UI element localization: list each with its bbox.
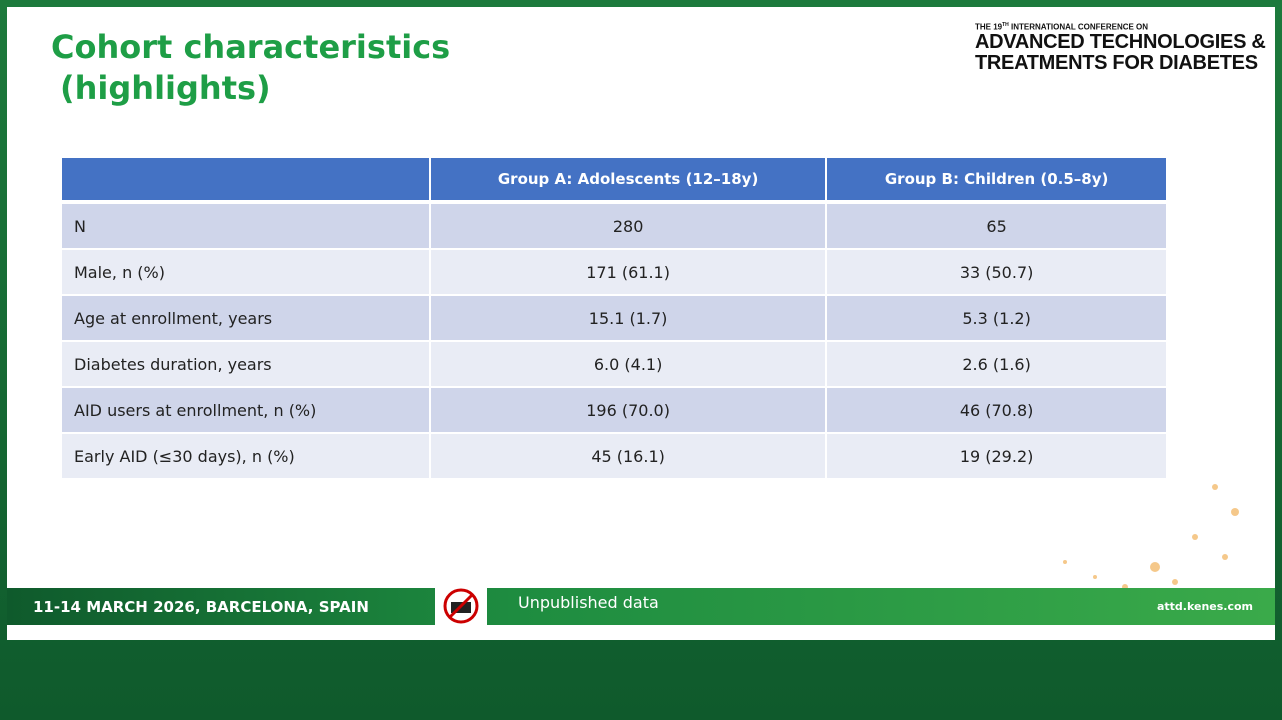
table-row: Early AID (≤30 days), n (%) 45 (16.1) 19 (…	[62, 433, 1168, 480]
header-cell: Group A: Adolescents (12–18y)	[430, 158, 828, 204]
table-cell: 6.0 (4.1)	[430, 341, 828, 388]
footer-url: attd.kenes.com	[1156, 600, 1253, 613]
footer-dates: 11-14 MARCH 2026, BARCELONA, SPAIN	[33, 598, 369, 616]
conference-line: ADVANCED TECHNOLOGIES &	[975, 30, 1266, 53]
table-row: N 280 65	[62, 202, 1168, 250]
text: THE 19	[975, 22, 1003, 32]
table-row: Diabetes duration, years 6.0 (4.1) 2.6 (1.…	[62, 341, 1168, 388]
footer-note: Unpublished data	[518, 593, 659, 612]
slide-title: Cohort characteristics (highlights)	[51, 27, 450, 109]
title-line: Cohort characteristics	[51, 28, 451, 66]
conference-line: THE 19TH INTERNATIONAL CONFERENCE ON	[975, 22, 1266, 32]
table-cell: 171 (61.1)	[430, 249, 828, 296]
table-cell: Male, n (%)	[62, 249, 431, 296]
table: Group A: Adolescents (12–18y) Group B: Ch…	[62, 158, 1168, 480]
text: INTERNATIONAL CONFERENCE ON	[1008, 22, 1149, 32]
table-cell: 280	[430, 202, 828, 250]
table-row: Age at enrollment, years 15.1 (1.7) 5.3 (1…	[62, 295, 1168, 342]
table-row: AID users at enrollment, n (%) 196 (70.0)…	[62, 387, 1168, 434]
table-cell: 2.6 (1.6)	[826, 341, 1168, 388]
table-cell: Early AID (≤30 days), n (%)	[62, 433, 431, 480]
table-cell: Diabetes duration, years	[62, 341, 431, 388]
header-row: Group A: Adolescents (12–18y) Group B: Ch…	[62, 158, 1168, 204]
table-cell: Age at enrollment, years	[62, 295, 431, 342]
text: TH	[1002, 22, 1009, 28]
no-photo-icon	[435, 585, 487, 627]
table-cell: 15.1 (1.7)	[430, 295, 828, 342]
decoration	[1063, 484, 1239, 590]
table-cell: AID users at enrollment, n (%)	[62, 387, 431, 434]
table-cell: 5.3 (1.2)	[826, 295, 1168, 342]
header-cell: Group B: Children (0.5–8y)	[826, 158, 1168, 204]
conference-line: TREATMENTS FOR DIABETES	[975, 51, 1258, 74]
table-cell: N	[62, 202, 431, 250]
table-cell: 45 (16.1)	[430, 433, 828, 480]
conference-logo: THE 19TH INTERNATIONAL CONFERENCE ON ADV…	[975, 22, 1266, 74]
table-cell: 46 (70.8)	[826, 387, 1168, 434]
table-cell: 65	[826, 202, 1168, 250]
table-cell: 33 (50.7)	[826, 249, 1168, 296]
title-line: (highlights)	[60, 69, 271, 107]
table-cell: 19 (29.2)	[826, 433, 1168, 480]
table-row: Male, n (%) 171 (61.1) 33 (50.7)	[62, 249, 1168, 296]
header-cell	[62, 158, 431, 204]
slide: Cohort characteristics (highlights) THE …	[7, 7, 1275, 640]
table-cell: 196 (70.0)	[430, 387, 828, 434]
footer-band: 11-14 MARCH 2026, BARCELONA, SPAIN Unpub…	[7, 588, 1275, 625]
